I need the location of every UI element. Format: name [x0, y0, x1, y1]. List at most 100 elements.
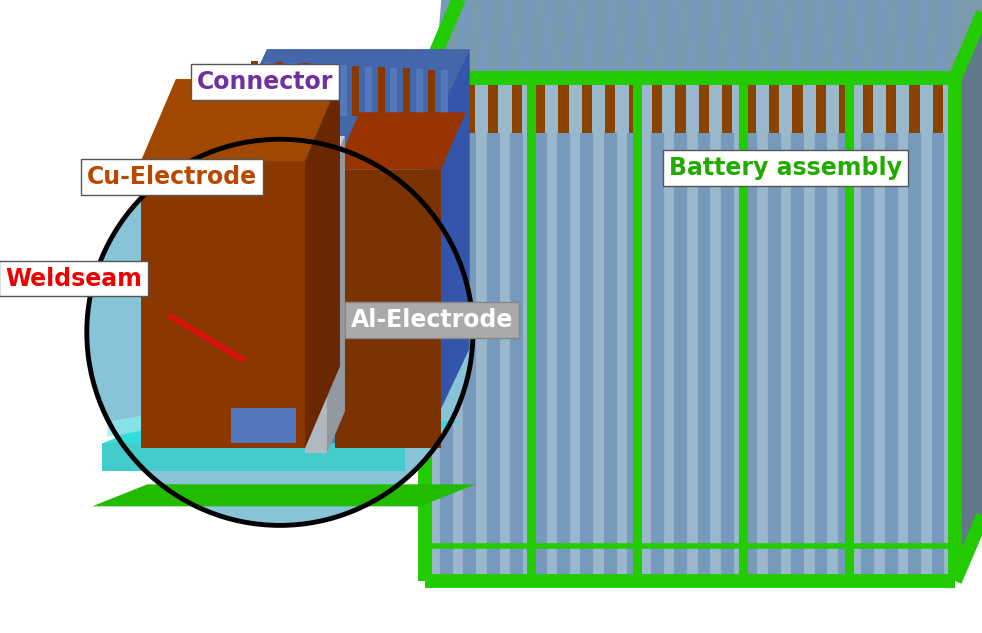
Polygon shape: [218, 144, 244, 443]
Polygon shape: [872, 0, 894, 78]
Polygon shape: [476, 0, 499, 78]
Polygon shape: [231, 408, 297, 443]
Polygon shape: [840, 78, 849, 133]
Polygon shape: [651, 133, 664, 576]
Polygon shape: [830, 0, 852, 78]
Polygon shape: [327, 136, 345, 453]
Polygon shape: [415, 69, 422, 116]
Polygon shape: [851, 0, 873, 78]
Polygon shape: [488, 78, 499, 133]
Polygon shape: [340, 65, 347, 116]
Polygon shape: [814, 133, 828, 576]
Polygon shape: [441, 70, 448, 116]
Polygon shape: [305, 79, 340, 448]
Polygon shape: [838, 133, 850, 576]
Polygon shape: [222, 49, 469, 144]
Polygon shape: [305, 178, 327, 453]
Polygon shape: [511, 133, 523, 576]
Polygon shape: [107, 406, 197, 437]
Polygon shape: [335, 112, 465, 170]
Text: Battery assembly: Battery assembly: [669, 156, 902, 180]
Polygon shape: [909, 78, 920, 133]
Polygon shape: [102, 443, 406, 472]
Polygon shape: [533, 133, 547, 576]
Polygon shape: [933, 78, 943, 133]
Polygon shape: [934, 0, 956, 78]
Polygon shape: [518, 0, 540, 78]
Polygon shape: [498, 0, 519, 78]
Polygon shape: [276, 62, 283, 116]
Polygon shape: [768, 133, 781, 576]
Polygon shape: [628, 78, 639, 133]
Polygon shape: [604, 133, 617, 576]
Polygon shape: [722, 78, 733, 133]
Polygon shape: [428, 70, 435, 116]
Polygon shape: [365, 66, 372, 116]
Polygon shape: [535, 78, 545, 133]
Polygon shape: [893, 0, 914, 78]
Polygon shape: [816, 78, 826, 133]
Text: Weldseam: Weldseam: [5, 266, 142, 291]
Polygon shape: [861, 133, 874, 576]
Polygon shape: [676, 78, 685, 133]
Polygon shape: [539, 0, 561, 78]
Polygon shape: [769, 78, 780, 133]
Polygon shape: [791, 133, 804, 576]
Polygon shape: [557, 133, 570, 576]
Text: Cu-Electrode: Cu-Electrode: [86, 165, 257, 189]
Polygon shape: [697, 133, 710, 576]
Polygon shape: [792, 78, 802, 133]
Polygon shape: [643, 0, 665, 78]
Polygon shape: [862, 78, 873, 133]
Polygon shape: [580, 0, 602, 78]
Polygon shape: [955, 0, 982, 581]
Polygon shape: [745, 78, 756, 133]
Polygon shape: [378, 67, 385, 116]
Text: Connector: Connector: [197, 70, 333, 94]
Polygon shape: [684, 0, 706, 78]
Polygon shape: [744, 133, 757, 576]
Polygon shape: [652, 78, 662, 133]
Polygon shape: [456, 0, 477, 78]
Polygon shape: [140, 79, 340, 161]
Polygon shape: [932, 133, 945, 576]
Polygon shape: [92, 484, 475, 506]
Polygon shape: [789, 0, 810, 78]
Circle shape: [86, 139, 473, 525]
Polygon shape: [913, 0, 935, 78]
Polygon shape: [674, 133, 687, 576]
Polygon shape: [425, 0, 982, 78]
Polygon shape: [314, 64, 321, 116]
Polygon shape: [664, 0, 685, 78]
Polygon shape: [768, 0, 790, 78]
Polygon shape: [424, 49, 469, 443]
Polygon shape: [885, 133, 898, 576]
Polygon shape: [305, 136, 345, 178]
Polygon shape: [908, 133, 921, 576]
Text: Al-Electrode: Al-Electrode: [351, 308, 514, 332]
Polygon shape: [623, 0, 644, 78]
Polygon shape: [140, 161, 305, 448]
Polygon shape: [559, 78, 569, 133]
Polygon shape: [353, 66, 359, 116]
Polygon shape: [263, 61, 271, 116]
Polygon shape: [464, 133, 476, 576]
Polygon shape: [464, 78, 475, 133]
Polygon shape: [441, 78, 452, 133]
Polygon shape: [222, 144, 424, 443]
Polygon shape: [727, 0, 748, 78]
Polygon shape: [560, 0, 581, 78]
Polygon shape: [335, 170, 441, 448]
Polygon shape: [440, 133, 453, 576]
Polygon shape: [580, 133, 593, 576]
Polygon shape: [435, 0, 457, 78]
Polygon shape: [487, 133, 500, 576]
Polygon shape: [886, 78, 897, 133]
Polygon shape: [581, 78, 592, 133]
Polygon shape: [301, 63, 308, 116]
Polygon shape: [601, 0, 624, 78]
Polygon shape: [809, 0, 831, 78]
Polygon shape: [289, 63, 296, 116]
Polygon shape: [699, 78, 709, 133]
Polygon shape: [512, 78, 521, 133]
